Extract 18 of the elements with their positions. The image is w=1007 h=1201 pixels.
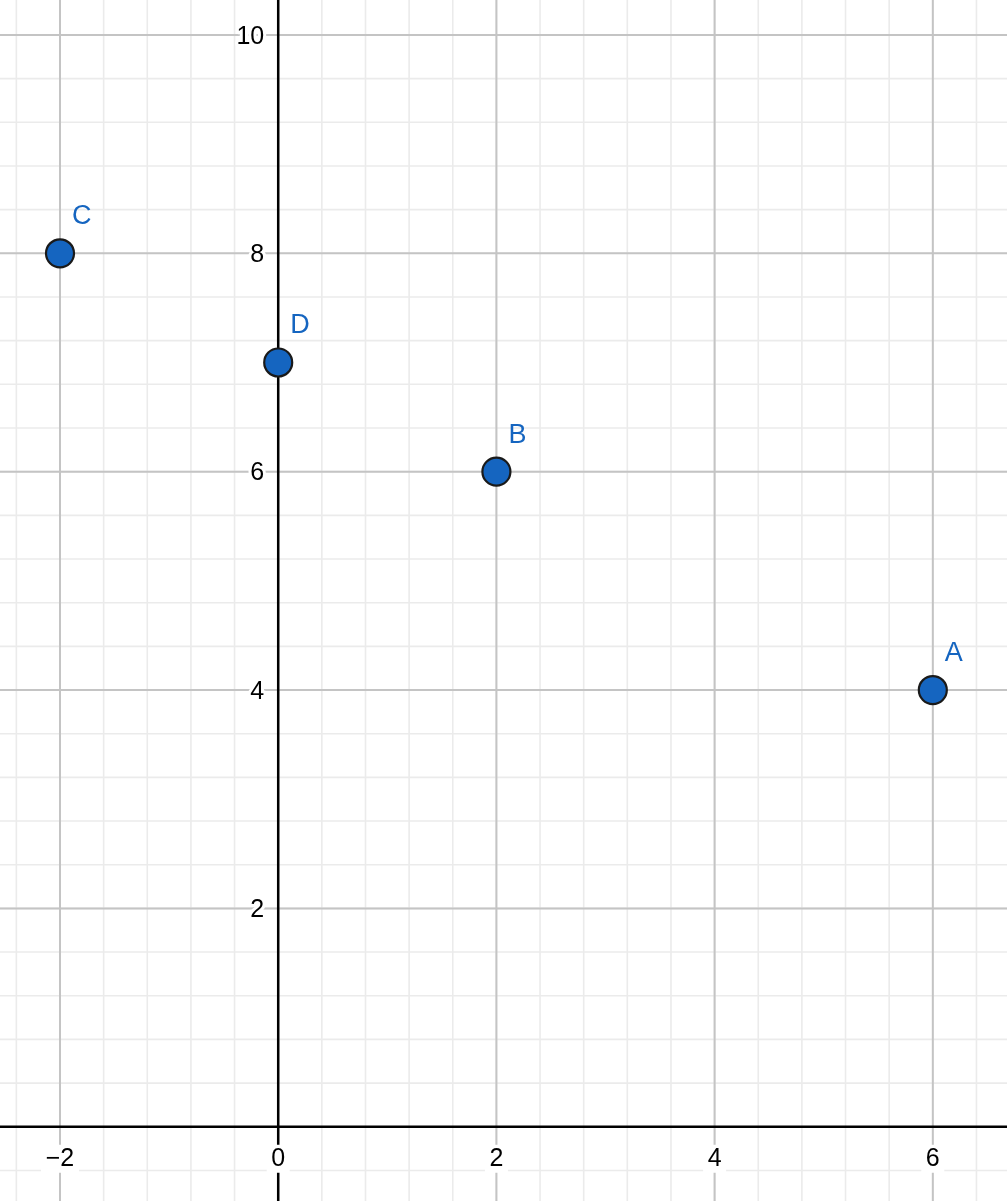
annotation: C bbox=[72, 200, 92, 231]
x-tick-label: 6 bbox=[925, 1142, 940, 1171]
y-tick-label: 6 bbox=[250, 457, 265, 486]
point bbox=[481, 456, 512, 487]
y-tick-label: 2 bbox=[250, 894, 265, 923]
y-tick-label: 4 bbox=[250, 675, 265, 704]
x-tick-label: 2 bbox=[489, 1142, 504, 1171]
point bbox=[263, 347, 294, 378]
y-tick-label: 8 bbox=[250, 239, 265, 268]
x-tick-label: 4 bbox=[707, 1142, 722, 1171]
y-tick-label: 10 bbox=[236, 20, 265, 49]
point bbox=[917, 674, 948, 706]
point bbox=[44, 238, 76, 269]
x-tick-label: −2 bbox=[45, 1142, 75, 1171]
x-tick-label: 0 bbox=[271, 1142, 286, 1171]
annotation: B bbox=[508, 418, 527, 449]
annotation: D bbox=[290, 309, 310, 340]
annotation: A bbox=[944, 637, 963, 668]
